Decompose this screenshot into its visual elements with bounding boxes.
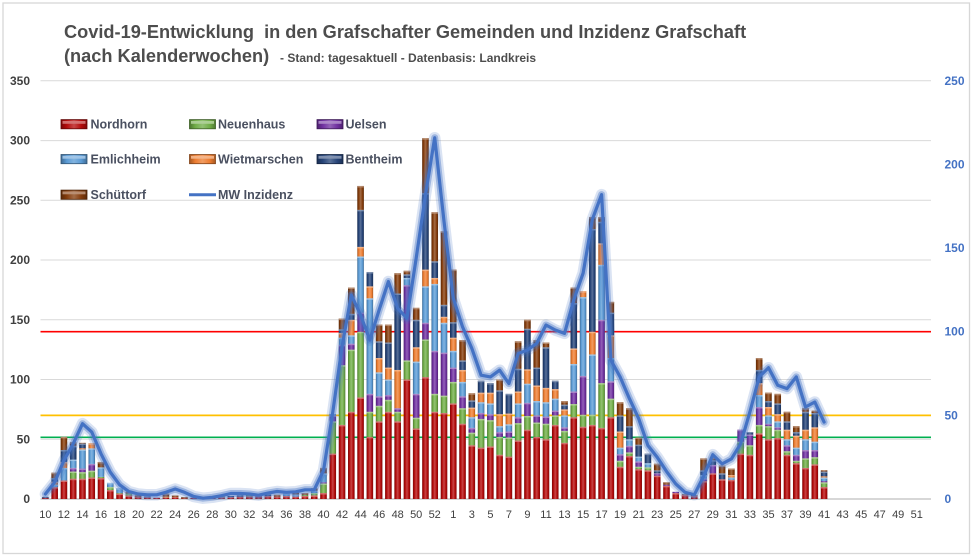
svg-text:28: 28	[206, 509, 218, 521]
svg-text:Neuenhaus: Neuenhaus	[218, 118, 285, 132]
svg-text:14: 14	[76, 509, 88, 521]
svg-text:45: 45	[855, 509, 867, 521]
svg-text:41: 41	[818, 509, 830, 521]
svg-text:100: 100	[945, 325, 965, 339]
svg-text:25: 25	[670, 509, 682, 521]
svg-text:300: 300	[10, 134, 30, 148]
svg-text:39: 39	[799, 509, 811, 521]
svg-text:20: 20	[132, 509, 144, 521]
svg-text:34: 34	[262, 509, 274, 521]
svg-text:Emlichheim: Emlichheim	[91, 153, 161, 167]
svg-text:52: 52	[429, 509, 441, 521]
svg-text:Wietmarschen: Wietmarschen	[218, 153, 303, 167]
svg-text:29: 29	[707, 509, 719, 521]
svg-text:350: 350	[10, 74, 30, 88]
svg-text:0: 0	[23, 492, 30, 506]
svg-text:32: 32	[243, 509, 255, 521]
svg-text:38: 38	[299, 509, 311, 521]
svg-text:7: 7	[506, 509, 512, 521]
svg-text:22: 22	[150, 509, 162, 521]
svg-text:23: 23	[651, 509, 663, 521]
svg-text:1: 1	[450, 509, 456, 521]
svg-text:15: 15	[577, 509, 589, 521]
svg-text:9: 9	[524, 509, 530, 521]
svg-text:42: 42	[336, 509, 348, 521]
svg-text:27: 27	[688, 509, 700, 521]
svg-text:30: 30	[225, 509, 237, 521]
svg-text:Nordhorn: Nordhorn	[91, 118, 148, 132]
svg-text:48: 48	[392, 509, 404, 521]
svg-text:36: 36	[280, 509, 292, 521]
svg-text:10: 10	[39, 509, 51, 521]
svg-text:12: 12	[58, 509, 70, 521]
svg-text:Schüttorf: Schüttorf	[91, 188, 147, 202]
svg-text:250: 250	[945, 74, 965, 88]
svg-text:24: 24	[169, 509, 181, 521]
svg-text:51: 51	[911, 509, 923, 521]
svg-text:11: 11	[540, 509, 551, 521]
svg-text:17: 17	[595, 509, 607, 521]
svg-text:37: 37	[781, 509, 793, 521]
svg-text:43: 43	[836, 509, 848, 521]
svg-text:13: 13	[558, 509, 570, 521]
svg-text:50: 50	[945, 408, 959, 422]
svg-text:21: 21	[633, 509, 645, 521]
svg-text:19: 19	[614, 509, 626, 521]
svg-text:44: 44	[354, 509, 366, 521]
svg-text:- Stand: tagesaktuell - Datenb: - Stand: tagesaktuell - Datenbasis: Land…	[280, 51, 536, 65]
svg-text:16: 16	[95, 509, 107, 521]
svg-text:18: 18	[113, 509, 125, 521]
svg-text:50: 50	[17, 432, 31, 446]
svg-text:Covid-19-Entwicklung in den G: Covid-19-Entwicklung in den Grafschafter…	[64, 22, 746, 42]
svg-text:35: 35	[762, 509, 774, 521]
svg-text:200: 200	[10, 253, 30, 267]
svg-text:40: 40	[317, 509, 329, 521]
svg-text:(nach Kalenderwochen): (nach Kalenderwochen)	[64, 46, 269, 66]
svg-text:Uelsen: Uelsen	[346, 118, 387, 132]
svg-text:0: 0	[945, 492, 952, 506]
svg-text:50: 50	[410, 509, 422, 521]
svg-text:49: 49	[892, 509, 904, 521]
svg-text:150: 150	[10, 313, 30, 327]
svg-text:150: 150	[945, 241, 965, 255]
svg-text:5: 5	[487, 509, 493, 521]
svg-text:47: 47	[874, 509, 886, 521]
svg-text:250: 250	[10, 193, 30, 207]
svg-text:200: 200	[945, 157, 965, 171]
svg-text:46: 46	[373, 509, 385, 521]
svg-text:33: 33	[744, 509, 756, 521]
svg-text:3: 3	[469, 509, 475, 521]
svg-text:MW Inzidenz: MW Inzidenz	[218, 188, 293, 202]
svg-text:100: 100	[10, 373, 30, 387]
svg-text:Bentheim: Bentheim	[346, 153, 403, 167]
svg-text:26: 26	[188, 509, 200, 521]
svg-text:31: 31	[725, 509, 737, 521]
